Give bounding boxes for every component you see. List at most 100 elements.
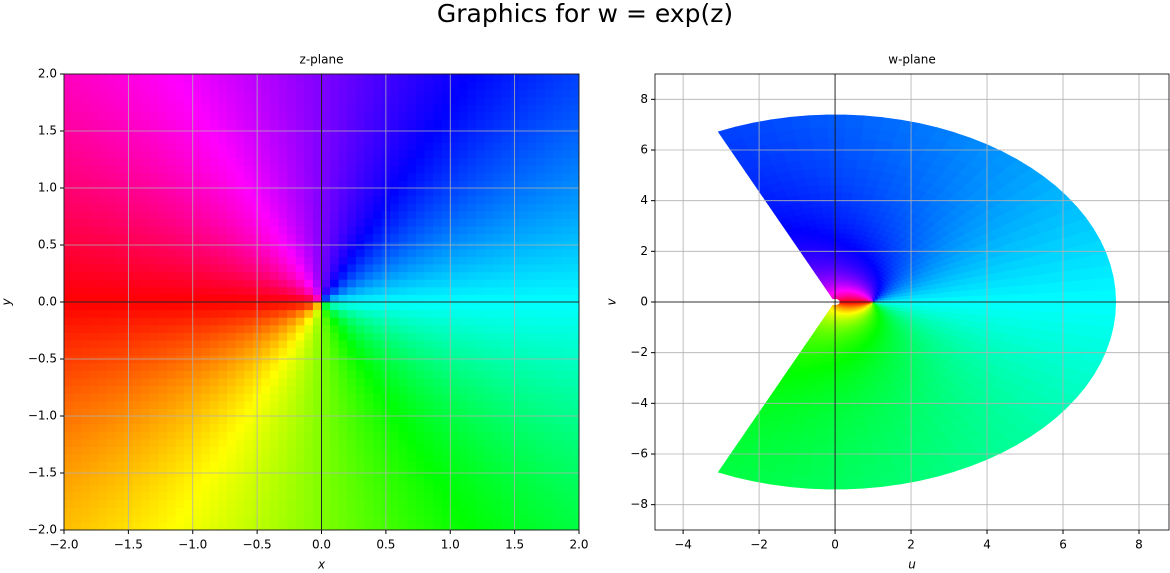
color-cell	[98, 370, 108, 379]
color-cell	[493, 302, 503, 311]
color-cell	[373, 416, 383, 425]
color-cell	[158, 438, 168, 447]
color-cell	[450, 203, 460, 212]
color-cell	[536, 264, 546, 273]
color-cell	[89, 461, 99, 470]
color-cell	[467, 408, 477, 417]
color-cell	[467, 309, 477, 318]
color-cell	[561, 492, 571, 501]
color-cell	[64, 210, 74, 219]
color-cell	[192, 248, 202, 257]
color-cell	[64, 492, 74, 501]
color-cell	[312, 347, 322, 356]
color-cell	[390, 362, 400, 371]
color-cell	[175, 203, 185, 212]
color-cell	[270, 340, 280, 349]
color-cell	[192, 514, 202, 523]
color-cell	[390, 324, 400, 333]
color-cell	[72, 309, 82, 318]
color-cell	[312, 172, 322, 181]
color-cell	[553, 286, 563, 295]
color-cell	[106, 370, 116, 379]
color-cell	[209, 271, 219, 280]
color-cell	[338, 423, 348, 432]
color-cell	[415, 340, 425, 349]
color-cell	[544, 332, 554, 341]
color-cell	[373, 180, 383, 189]
color-cell	[287, 302, 297, 311]
color-cell	[450, 454, 460, 463]
color-cell	[561, 431, 571, 440]
color-cell	[415, 294, 425, 303]
color-cell	[209, 347, 219, 356]
color-cell	[373, 134, 383, 143]
color-cell	[493, 226, 503, 235]
color-cell	[227, 408, 237, 417]
color-cell	[141, 218, 151, 227]
color-cell	[501, 218, 511, 227]
color-cell	[501, 400, 511, 409]
color-cell	[433, 188, 443, 197]
color-cell	[373, 302, 383, 311]
color-cell	[175, 286, 185, 295]
color-cell	[493, 81, 503, 90]
color-cell	[167, 210, 177, 219]
color-cell	[476, 370, 486, 379]
color-cell	[89, 74, 99, 83]
color-cell	[278, 264, 288, 273]
color-cell	[141, 446, 151, 455]
color-cell	[158, 347, 168, 356]
color-cell	[347, 317, 357, 326]
color-cell	[476, 484, 486, 493]
color-cell	[493, 309, 503, 318]
color-cell	[98, 89, 108, 98]
color-cell	[433, 165, 443, 174]
color-cell	[167, 89, 177, 98]
color-cell	[98, 484, 108, 493]
color-cell	[201, 393, 211, 402]
color-cell	[321, 332, 331, 341]
color-cell	[518, 309, 528, 318]
color-cell	[347, 408, 357, 417]
color-cell	[132, 438, 142, 447]
color-cell	[570, 233, 579, 242]
color-cell	[158, 142, 168, 151]
color-cell	[347, 233, 357, 242]
color-cell	[424, 279, 434, 288]
color-cell	[132, 431, 142, 440]
color-cell	[201, 492, 211, 501]
color-cell	[398, 492, 408, 501]
color-cell	[175, 218, 185, 227]
color-cell	[244, 340, 254, 349]
color-cell	[476, 492, 486, 501]
color-cell	[192, 347, 202, 356]
color-cell	[106, 248, 116, 257]
color-cell	[184, 317, 194, 326]
color-cell	[192, 423, 202, 432]
color-cell	[201, 340, 211, 349]
color-cell	[338, 279, 348, 288]
color-cell	[544, 476, 554, 485]
color-cell	[175, 74, 185, 83]
color-cell	[132, 134, 142, 143]
color-cell	[458, 492, 468, 501]
color-cell	[244, 370, 254, 379]
color-cell	[415, 74, 425, 83]
color-cell	[476, 324, 486, 333]
color-cell	[553, 264, 563, 273]
color-cell	[304, 400, 314, 409]
color-cell	[467, 81, 477, 90]
color-cell	[527, 81, 537, 90]
color-cell	[278, 362, 288, 371]
color-cell	[553, 150, 563, 159]
color-cell	[493, 119, 503, 128]
color-cell	[278, 279, 288, 288]
color-cell	[467, 142, 477, 151]
color-cell	[493, 172, 503, 181]
color-cell	[184, 438, 194, 447]
color-cell	[467, 203, 477, 212]
color-cell	[235, 195, 245, 204]
color-cell	[501, 385, 511, 394]
color-cell	[158, 317, 168, 326]
color-cell	[544, 119, 554, 128]
